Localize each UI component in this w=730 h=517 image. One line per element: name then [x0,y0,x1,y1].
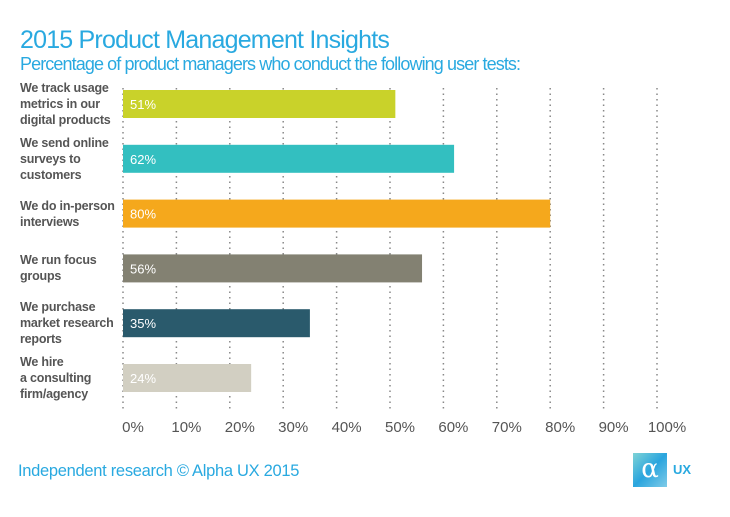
bar-data-label: 51% [130,97,156,112]
bar [123,199,551,228]
category-label-line: We send online [20,135,109,150]
x-tick-label: 100% [648,419,686,436]
bar [123,309,310,338]
category-label-line: firm/agency [20,387,88,401]
category-label-line: market research [20,316,114,331]
x-tick-label: 70% [492,419,522,436]
category-label-line: groups [20,269,62,284]
chart-subtitle: Percentage of product managers who condu… [20,54,521,74]
x-tick-label: 0% [122,419,144,436]
x-tick-label: 90% [599,419,629,436]
bar-data-label: 56% [130,261,156,276]
bar [123,364,252,392]
category-label-line: We track usage [20,81,109,95]
logo-text: UX [673,462,692,477]
category-label: We do in-person interviews [20,198,120,230]
chart-title: 2015 Product Management Insights [20,26,390,54]
category-label: We purchase market research reports [20,299,120,347]
x-tick-label: 40% [332,419,362,436]
x-tick-label: 10% [171,419,201,436]
bar-data-label: 24% [130,371,156,386]
bar [123,254,423,283]
category-label-line: metrics in our [20,97,100,111]
alpha-ux-logo: α [633,453,667,487]
footer-credit: Independent research © Alpha UX 2015 [18,462,300,480]
x-tick-label: 80% [545,419,575,436]
bar [123,144,455,173]
bar-data-label: 80% [130,207,156,222]
category-label-line: interviews [20,214,80,229]
bar [123,90,396,118]
category-label-line: We run focus [20,253,97,268]
category-label-line: surveys to [20,151,81,166]
category-label-line: customers [20,167,82,182]
category-label-line: We do in-person [20,198,115,213]
category-label-line: We hire [20,355,64,369]
category-label: We send online surveys to customers [20,135,120,183]
bar-data-label: 62% [130,152,156,167]
x-tick-label: 50% [385,419,415,436]
category-label-line: reports [20,332,62,347]
category-label: We run focus groups [20,252,120,284]
category-label: We track usage metrics in our digital prod… [20,80,120,128]
category-label-line: We purchase [20,300,96,315]
x-tick-label: 20% [225,419,255,436]
category-label-line: digital products [20,113,111,127]
category-label: We hire a consulting firm/agency [20,354,120,402]
x-tick-label: 60% [438,419,468,436]
x-tick-label: 30% [278,419,308,436]
bar-data-label: 35% [130,316,156,331]
category-label-line: a consulting [20,371,92,385]
